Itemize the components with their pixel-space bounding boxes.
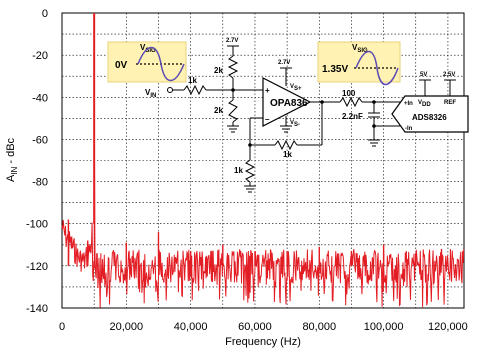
y-tick-label: -120 (26, 261, 48, 273)
opamp-opa836 (262, 77, 312, 127)
y-tick-label: -80 (32, 177, 48, 189)
resistor-r-in (183, 84, 207, 96)
y-axis-label: AIN - dBc (5, 137, 19, 182)
opamp-minus-sign: – (265, 115, 270, 124)
x-tick-label: 20,000 (109, 321, 143, 333)
ground-icon (244, 185, 256, 193)
opamp-name: OPA836 (270, 98, 308, 109)
opamp-plus-sign: + (265, 86, 270, 95)
vsig-right-offset: 1.35V (322, 64, 348, 75)
schematic: VSIG 0V VSIG 1.35V VIN 1k 2.7V 2k 2k (107, 38, 469, 193)
y-tick-label: -40 (32, 92, 48, 104)
x-axis-label: Frequency (Hz) (225, 336, 301, 348)
amp-supply-label: 2.7V (278, 60, 290, 66)
vsig-left-offset: 0V (115, 60, 128, 71)
divider-supply-label: 2.7V (226, 38, 238, 44)
y-tick-labels: 0 -20 -40 -60 -80 -100 -120 -140 (26, 8, 48, 315)
x-tick-label: 100,000 (364, 321, 404, 333)
resistor-r-bot (228, 99, 238, 123)
resistor-r-filter (339, 96, 363, 108)
r-in-label: 1k (188, 76, 197, 85)
adc-vdd-label: VDD (418, 100, 431, 108)
x-tick-labels: 0 20,000 40,000 60,000 80,000 100,000 120,000 (59, 321, 468, 333)
c-filter-label: 2.2nF (342, 112, 363, 121)
vsig-right-box: VSIG 1.35V (317, 41, 401, 86)
vs-minus-label: VS- (290, 120, 300, 128)
vsig-left-label: VSIG (140, 43, 156, 54)
adc-inm-label: -In (405, 126, 413, 132)
x-tick-label: 60,000 (238, 321, 272, 333)
adc-5v-label: 5V (420, 72, 427, 78)
y-tick-label: -60 (32, 134, 48, 146)
vs-plus-label: VS+ (290, 84, 302, 92)
adc-inp-label: +In (404, 101, 413, 107)
ground-icon (227, 125, 239, 133)
vsig-left-box: VSIG 0V (107, 41, 187, 83)
sine-wave-icon (137, 46, 185, 82)
x-tick-label: 120,000 (428, 321, 468, 333)
sine-wave-icon (355, 50, 399, 86)
r-bot-label: 2k (214, 106, 223, 115)
r-filter-label: 100 (342, 89, 356, 98)
y-tick-label: -140 (26, 303, 48, 315)
r-top-label: 2k (214, 66, 223, 75)
x-tick-label: 0 (59, 321, 65, 333)
adc-ref-label: REF (444, 100, 456, 106)
resistor-r-feedback (274, 139, 298, 151)
y-tick-label: -100 (26, 219, 48, 231)
y-tick-label: 0 (42, 8, 48, 20)
vin-terminal (167, 87, 173, 93)
ground-icon (280, 125, 292, 133)
vsig-right-label: VSIG (352, 43, 368, 54)
x-tick-label: 40,000 (174, 321, 208, 333)
series-layer (61, 12, 465, 308)
adc-2v5-label: 2.5V (443, 72, 455, 78)
y-tick-label: -20 (32, 50, 48, 62)
resistor-r-top (227, 55, 239, 79)
resistor-r-gain (244, 159, 256, 183)
r-feedback-label: 1k (283, 150, 292, 159)
adc-ads8326 (391, 95, 469, 133)
adc-name: ADS8326 (412, 113, 447, 122)
r-gain-label: 1k (234, 166, 243, 175)
vin-label: VIN (145, 88, 156, 99)
x-tick-label: 80,000 (302, 321, 336, 333)
